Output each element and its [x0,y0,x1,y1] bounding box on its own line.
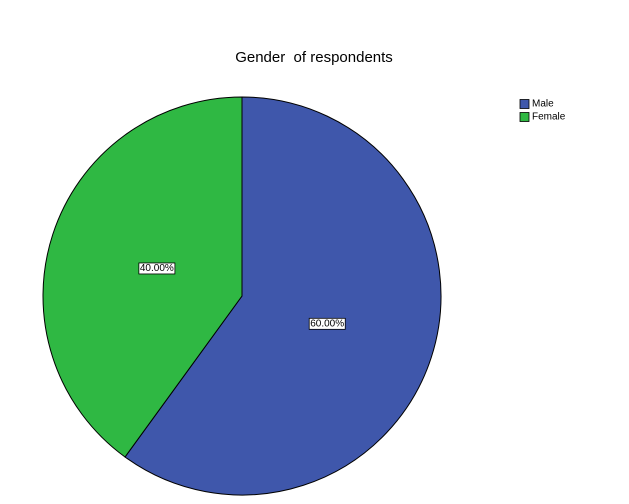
value-label-box [138,262,176,275]
legend-swatch [519,99,530,109]
value-label-box [308,317,346,330]
pie-slice [124,96,442,496]
value-label: 60.00% [308,317,346,330]
value-label-text: 40.00% [140,263,174,274]
legend-label: Female [532,112,566,123]
legend-swatch [519,112,530,122]
value-label-text: 60.00% [310,318,344,329]
value-label: 40.00% [138,262,176,275]
chart-title: Gender of respondents [235,49,393,66]
pie-slice [42,96,243,458]
legend-label: Male [532,99,554,110]
